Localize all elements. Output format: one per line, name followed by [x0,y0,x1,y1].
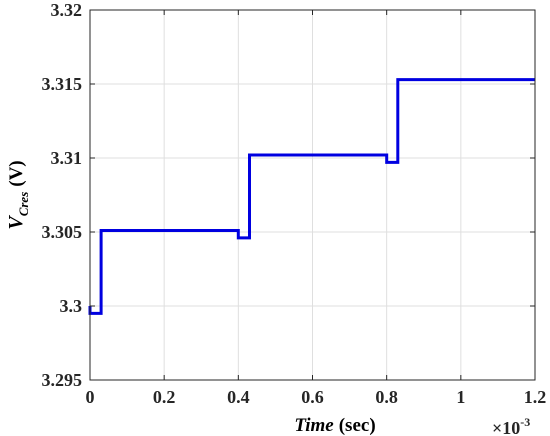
series-group [88,78,535,315]
x-tick-labels: 0 0.2 0.4 0.6 0.8 1 1.2 [86,387,547,407]
y-tick-label: 3.32 [51,0,83,20]
x-tick-label: 0.4 [227,387,250,407]
tick-marks [89,9,536,381]
y-tick-labels: 3.295 3.3 3.305 3.31 3.315 3.32 [42,0,83,390]
x-tick-label: 0.2 [153,387,176,407]
x-tick-label: 1 [456,387,465,407]
x-multiplier: ×10-3 [492,415,530,436]
x-tick-label: 0.6 [301,387,324,407]
x-tick-label: 1.2 [524,387,547,407]
x-axis-label: Time (sec) [294,415,375,436]
y-tick-label: 3.3 [60,296,83,316]
x-tick-label: 0 [86,387,95,407]
y-tick-label: 3.31 [51,148,83,168]
y-axis-label: VCres(V) [5,160,31,229]
y-tick-label: 3.305 [42,222,83,242]
series-line [88,78,535,315]
y-tick-label: 3.315 [42,74,83,94]
y-tick-label: 3.295 [42,370,83,390]
x-tick-label: 0.8 [375,387,398,407]
